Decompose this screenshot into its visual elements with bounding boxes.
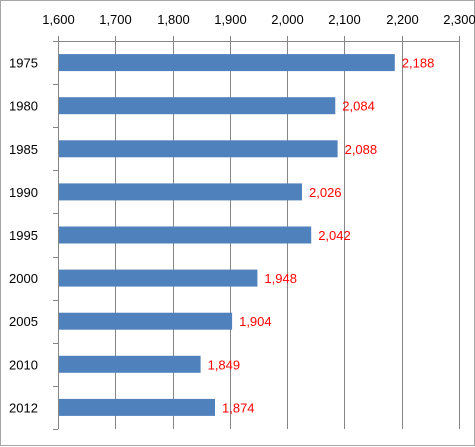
data-label: 2,084	[342, 99, 375, 114]
bar-1985	[59, 140, 338, 158]
data-label: 1,874	[222, 400, 255, 415]
x-tick-label: 2,000	[271, 12, 304, 27]
data-label: 1,849	[208, 357, 241, 372]
x-tick-label: 2,100	[328, 12, 361, 27]
data-label: 2,026	[309, 185, 342, 200]
bar-1990	[59, 183, 302, 201]
bar-2005	[59, 312, 233, 330]
category-label: 1980	[9, 99, 38, 114]
bar-2012	[59, 398, 215, 416]
bar-2000	[59, 269, 258, 287]
x-tick-label: 1,900	[214, 12, 247, 27]
category-label: 2010	[9, 357, 38, 372]
x-tick-label: 2,300	[443, 12, 475, 27]
category-label: 2005	[9, 314, 38, 329]
bar-1975	[59, 54, 395, 72]
x-tick-label: 1,800	[157, 12, 190, 27]
bar-1980	[59, 97, 336, 115]
x-tick-label: 1,700	[99, 12, 132, 27]
category-label: 1985	[9, 142, 38, 157]
data-label: 1,904	[239, 314, 272, 329]
category-label: 1990	[9, 185, 38, 200]
category-label: 2012	[9, 400, 38, 415]
bar-1995	[59, 226, 312, 244]
bars	[59, 54, 395, 416]
data-label: 1,948	[264, 271, 297, 286]
category-label: 1975	[9, 56, 38, 71]
bar-2010	[59, 355, 201, 373]
axes	[53, 36, 460, 430]
data-label: 2,042	[318, 228, 351, 243]
labels: 1,600 1,700 1,800 1,900 2,000 2,100 2,200 2,300…	[9, 12, 475, 415]
category-label: 1995	[9, 228, 38, 243]
data-label: 2,088	[345, 142, 378, 157]
category-label: 2000	[9, 271, 38, 286]
x-tick-label: 1,600	[42, 12, 75, 27]
x-tick-label: 2,200	[386, 12, 419, 27]
data-label: 2,188	[402, 56, 435, 71]
